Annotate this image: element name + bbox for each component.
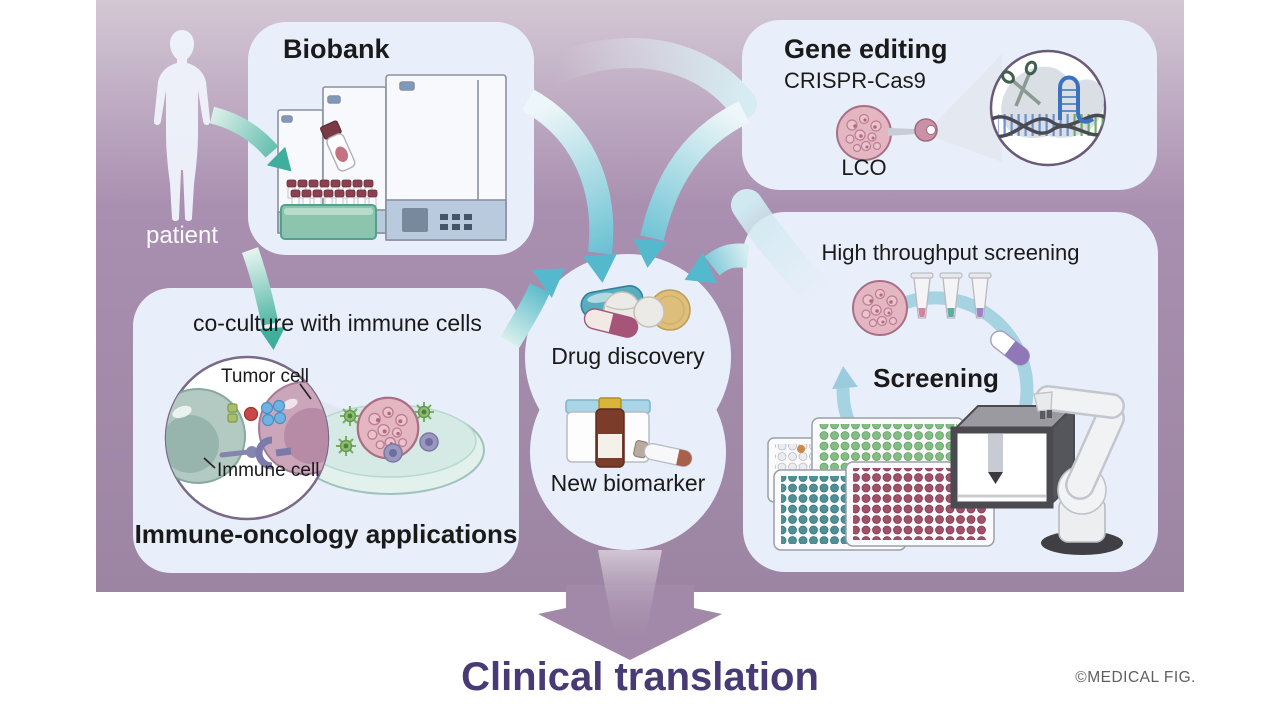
crispr-cas9-icon: [989, 49, 1107, 167]
patient-label: patient: [145, 222, 219, 249]
screening-capsule-icon: [990, 330, 1030, 366]
clinical-translation-arrow: [538, 550, 722, 660]
blood-tube-icon: [633, 440, 693, 468]
robot-arm-icon: [1033, 385, 1125, 555]
biobank-title: Biobank: [283, 34, 390, 64]
edited-cell-icon: [914, 118, 938, 142]
credit-watermark: ©MEDICAL FIG.: [1075, 669, 1196, 686]
receptor-molecule-icons: [219, 399, 292, 470]
immune-cell-label: Immune cell: [217, 460, 320, 481]
tumor-cell-label: Tumor cell: [221, 366, 309, 387]
cryotube-rack-icon: [280, 179, 378, 240]
crispr-cas9-label: CRISPR-Cas9: [784, 68, 926, 93]
biobank-to-geneediting-flow: [525, 38, 757, 119]
hts-caption: High throughput screening: [821, 240, 1080, 265]
screening-title: Screening: [873, 363, 999, 393]
gene-editing-title: Gene editing: [784, 34, 948, 64]
lco-organoid-icon: [836, 105, 892, 161]
clinical-translation-title: Clinical translation: [461, 655, 819, 699]
screening-organoid-icon: [852, 280, 908, 336]
injection-link: [888, 128, 916, 136]
lco-label: LCO: [841, 155, 887, 180]
drug-pills-icon: [580, 285, 691, 338]
sample-tube-icon: [320, 120, 356, 172]
coculture-caption: co-culture with immune cells: [193, 310, 482, 336]
drug-discovery-label: Drug discovery: [551, 343, 705, 369]
immune-oncology-title: Immune-oncology applications: [134, 519, 518, 549]
flow-arrows: [500, 89, 750, 348]
immune-cell-spiky-icon: [413, 401, 435, 423]
lymphocyte-icons: [383, 432, 439, 463]
immune-cell-spiky-icon: [335, 435, 357, 457]
microtube-icons: [910, 272, 992, 319]
zoom-wedge: [936, 54, 1002, 162]
imaging-box-icon: [950, 403, 1077, 509]
cell-interaction-detail-icon: [164, 355, 330, 521]
new-biomarker-label: New biomarker: [550, 470, 706, 496]
biomarker-vials-icon: [565, 397, 693, 468]
immune-cell-spiky-icon: [339, 405, 361, 427]
petri-dish-icon: [295, 396, 485, 495]
geneediting-to-screening-flow: [731, 189, 838, 314]
patient-silhouette-icon: [153, 30, 211, 221]
scissors-icon: [1001, 60, 1042, 107]
patient-arrows: [209, 106, 301, 351]
